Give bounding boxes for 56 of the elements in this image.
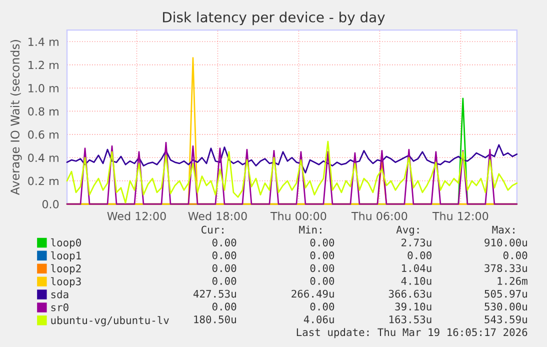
y-tick-label: 0.0 bbox=[42, 200, 59, 208]
legend-label: sr0 bbox=[51, 303, 68, 312]
x-tick-label: Wed 18:00 bbox=[188, 212, 247, 220]
y-tick-label: 1.0 m bbox=[28, 84, 58, 92]
text: 0.00 bbox=[310, 277, 334, 285]
y-tick-label: 1.2 m bbox=[28, 60, 58, 70]
text: 0.00 bbox=[212, 251, 236, 260]
text: Avg: bbox=[396, 226, 419, 236]
y-axis-title: Average IO Wait (seconds) bbox=[10, 40, 22, 195]
legend-label: sda bbox=[51, 290, 68, 298]
text: 0.00 bbox=[408, 251, 432, 260]
text: 0.00 bbox=[310, 302, 334, 311]
y-tick-label: 0.2 m bbox=[28, 176, 58, 186]
text: 0.00 bbox=[310, 264, 334, 272]
x-tick-label: Wed 12:00 bbox=[107, 212, 166, 220]
text: 2.73u bbox=[402, 238, 432, 246]
legend-label: loop0 bbox=[51, 238, 81, 249]
x-tick-label: Thu 12:00 bbox=[432, 212, 488, 220]
text: 366.63u bbox=[388, 290, 432, 298]
x-tick-label: Thu 06:00 bbox=[351, 212, 408, 220]
chart-title: Disk latency per device - by day bbox=[163, 12, 385, 26]
text: 0.00 bbox=[310, 238, 334, 246]
legend-label: ubuntu-vg/ubuntu-lv bbox=[51, 316, 169, 326]
text: Cur: bbox=[202, 226, 224, 234]
legend-label: loop2 bbox=[51, 264, 81, 274]
text: 378.33u bbox=[484, 264, 527, 272]
text: 4.06u bbox=[304, 315, 334, 324]
text: 0.00 bbox=[212, 277, 236, 285]
text: 910.00u bbox=[484, 238, 527, 246]
text: 180.50u bbox=[194, 315, 236, 324]
text: 0.00 bbox=[310, 251, 334, 260]
text: 530.00u bbox=[484, 302, 527, 311]
text: 543.59u bbox=[484, 315, 527, 324]
text: 163.53u bbox=[389, 315, 432, 324]
text: 1.26m bbox=[498, 277, 528, 285]
line-series bbox=[66, 144, 518, 174]
text: Min: bbox=[299, 226, 322, 234]
text: Last update: Thu Mar 19 16:05:17 2026 bbox=[296, 328, 528, 338]
y-tick-label: 0.8 m bbox=[28, 107, 58, 116]
text: 0.00 bbox=[503, 251, 528, 260]
text: 1.04u bbox=[402, 264, 432, 272]
y-tick-label: 1.4 m bbox=[28, 38, 58, 46]
text: 427.53u bbox=[193, 290, 236, 298]
text: 505.97u bbox=[484, 290, 527, 298]
text: 0.00 bbox=[212, 238, 236, 246]
text: Max: bbox=[492, 226, 514, 234]
text: 0.00 bbox=[212, 264, 236, 272]
text: 4.10u bbox=[401, 277, 432, 285]
legend-label: loop3 bbox=[51, 277, 81, 288]
y-tick-label: 0.4 m bbox=[28, 154, 58, 162]
text: 39.10u bbox=[395, 302, 432, 311]
y-tick-label: 0.6 m bbox=[28, 130, 58, 139]
text: 0.00 bbox=[212, 302, 236, 311]
text: 266.49u bbox=[292, 290, 334, 298]
x-tick-label: Thu 00:00 bbox=[270, 212, 326, 220]
legend-label: loop1 bbox=[51, 251, 81, 262]
